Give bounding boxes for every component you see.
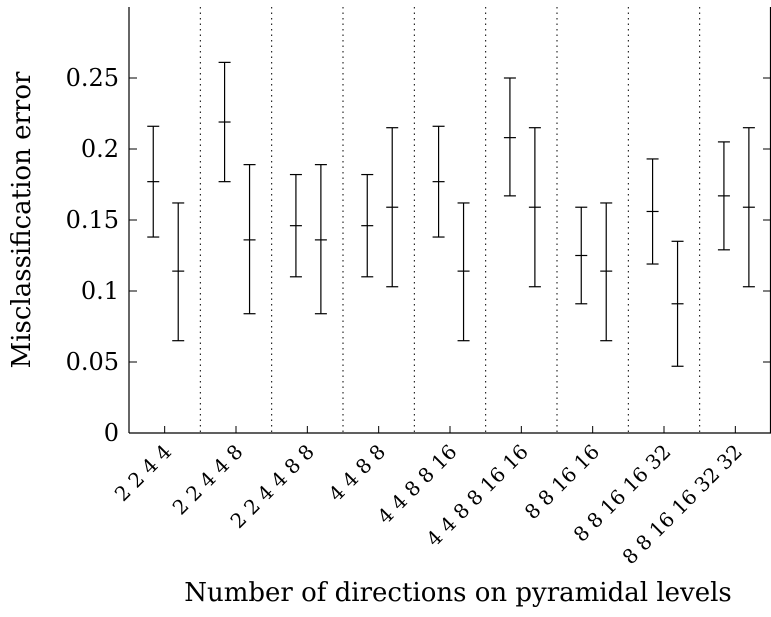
error-bar [147,125,160,238]
y-tick-label: 0.15 [66,206,119,234]
error-bar [717,141,730,251]
y-axis-title: Misclassification error [7,71,37,368]
error-bar [289,173,302,278]
error-bar [457,202,470,342]
error-bar [386,127,399,288]
error-bars [147,61,755,367]
y-tick-label: 0.05 [66,348,119,376]
y-axis-ticks: 0 0.05 0.1 0.15 0.2 0.25 [66,64,771,447]
error-bar [361,173,374,278]
error-bar [575,206,588,305]
group-separators [199,7,701,433]
y-tick-label: 0.2 [81,135,119,163]
y-tick-label: 0 [104,419,119,447]
error-bar [742,127,755,288]
error-bar [432,125,445,238]
error-bar [646,158,659,265]
x-tick-label: 8 8 16 16 32 32 [617,440,746,569]
x-tick-label: 4 4 8 8 [324,440,390,506]
error-bar [503,77,516,197]
error-bar [243,164,256,315]
x-tick-label: 2 2 4 4 [110,440,176,506]
error-bar [528,127,541,288]
y-tick-label: 0.1 [81,277,119,305]
x-axis-title: Number of directions on pyramidal levels [184,578,732,608]
error-bar [314,164,327,315]
y-tick-label: 0.25 [66,64,119,92]
error-bar [218,61,231,183]
error-bar [671,240,684,367]
error-bar [600,202,613,342]
error-bar [172,202,185,342]
